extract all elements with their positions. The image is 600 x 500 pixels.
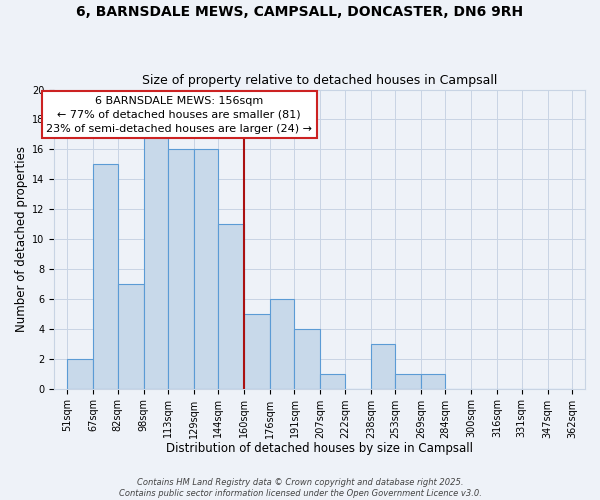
Bar — [118, 284, 143, 389]
Text: 6, BARNSDALE MEWS, CAMPSALL, DONCASTER, DN6 9RH: 6, BARNSDALE MEWS, CAMPSALL, DONCASTER, … — [76, 5, 524, 19]
X-axis label: Distribution of detached houses by size in Campsall: Distribution of detached houses by size … — [166, 442, 473, 455]
Bar — [93, 164, 118, 388]
Bar — [168, 150, 194, 388]
Text: Contains HM Land Registry data © Crown copyright and database right 2025.
Contai: Contains HM Land Registry data © Crown c… — [119, 478, 481, 498]
Bar — [270, 299, 295, 388]
Title: Size of property relative to detached houses in Campsall: Size of property relative to detached ho… — [142, 74, 497, 87]
Bar — [320, 374, 345, 388]
Bar — [371, 344, 395, 389]
Bar — [395, 374, 421, 388]
Bar — [295, 329, 320, 388]
Text: 6 BARNSDALE MEWS: 156sqm
← 77% of detached houses are smaller (81)
23% of semi-d: 6 BARNSDALE MEWS: 156sqm ← 77% of detach… — [46, 96, 312, 134]
Bar — [194, 150, 218, 388]
Bar — [244, 314, 270, 388]
Bar — [218, 224, 244, 388]
Bar — [143, 134, 168, 388]
Y-axis label: Number of detached properties: Number of detached properties — [15, 146, 28, 332]
Bar — [67, 358, 93, 388]
Bar — [421, 374, 445, 388]
